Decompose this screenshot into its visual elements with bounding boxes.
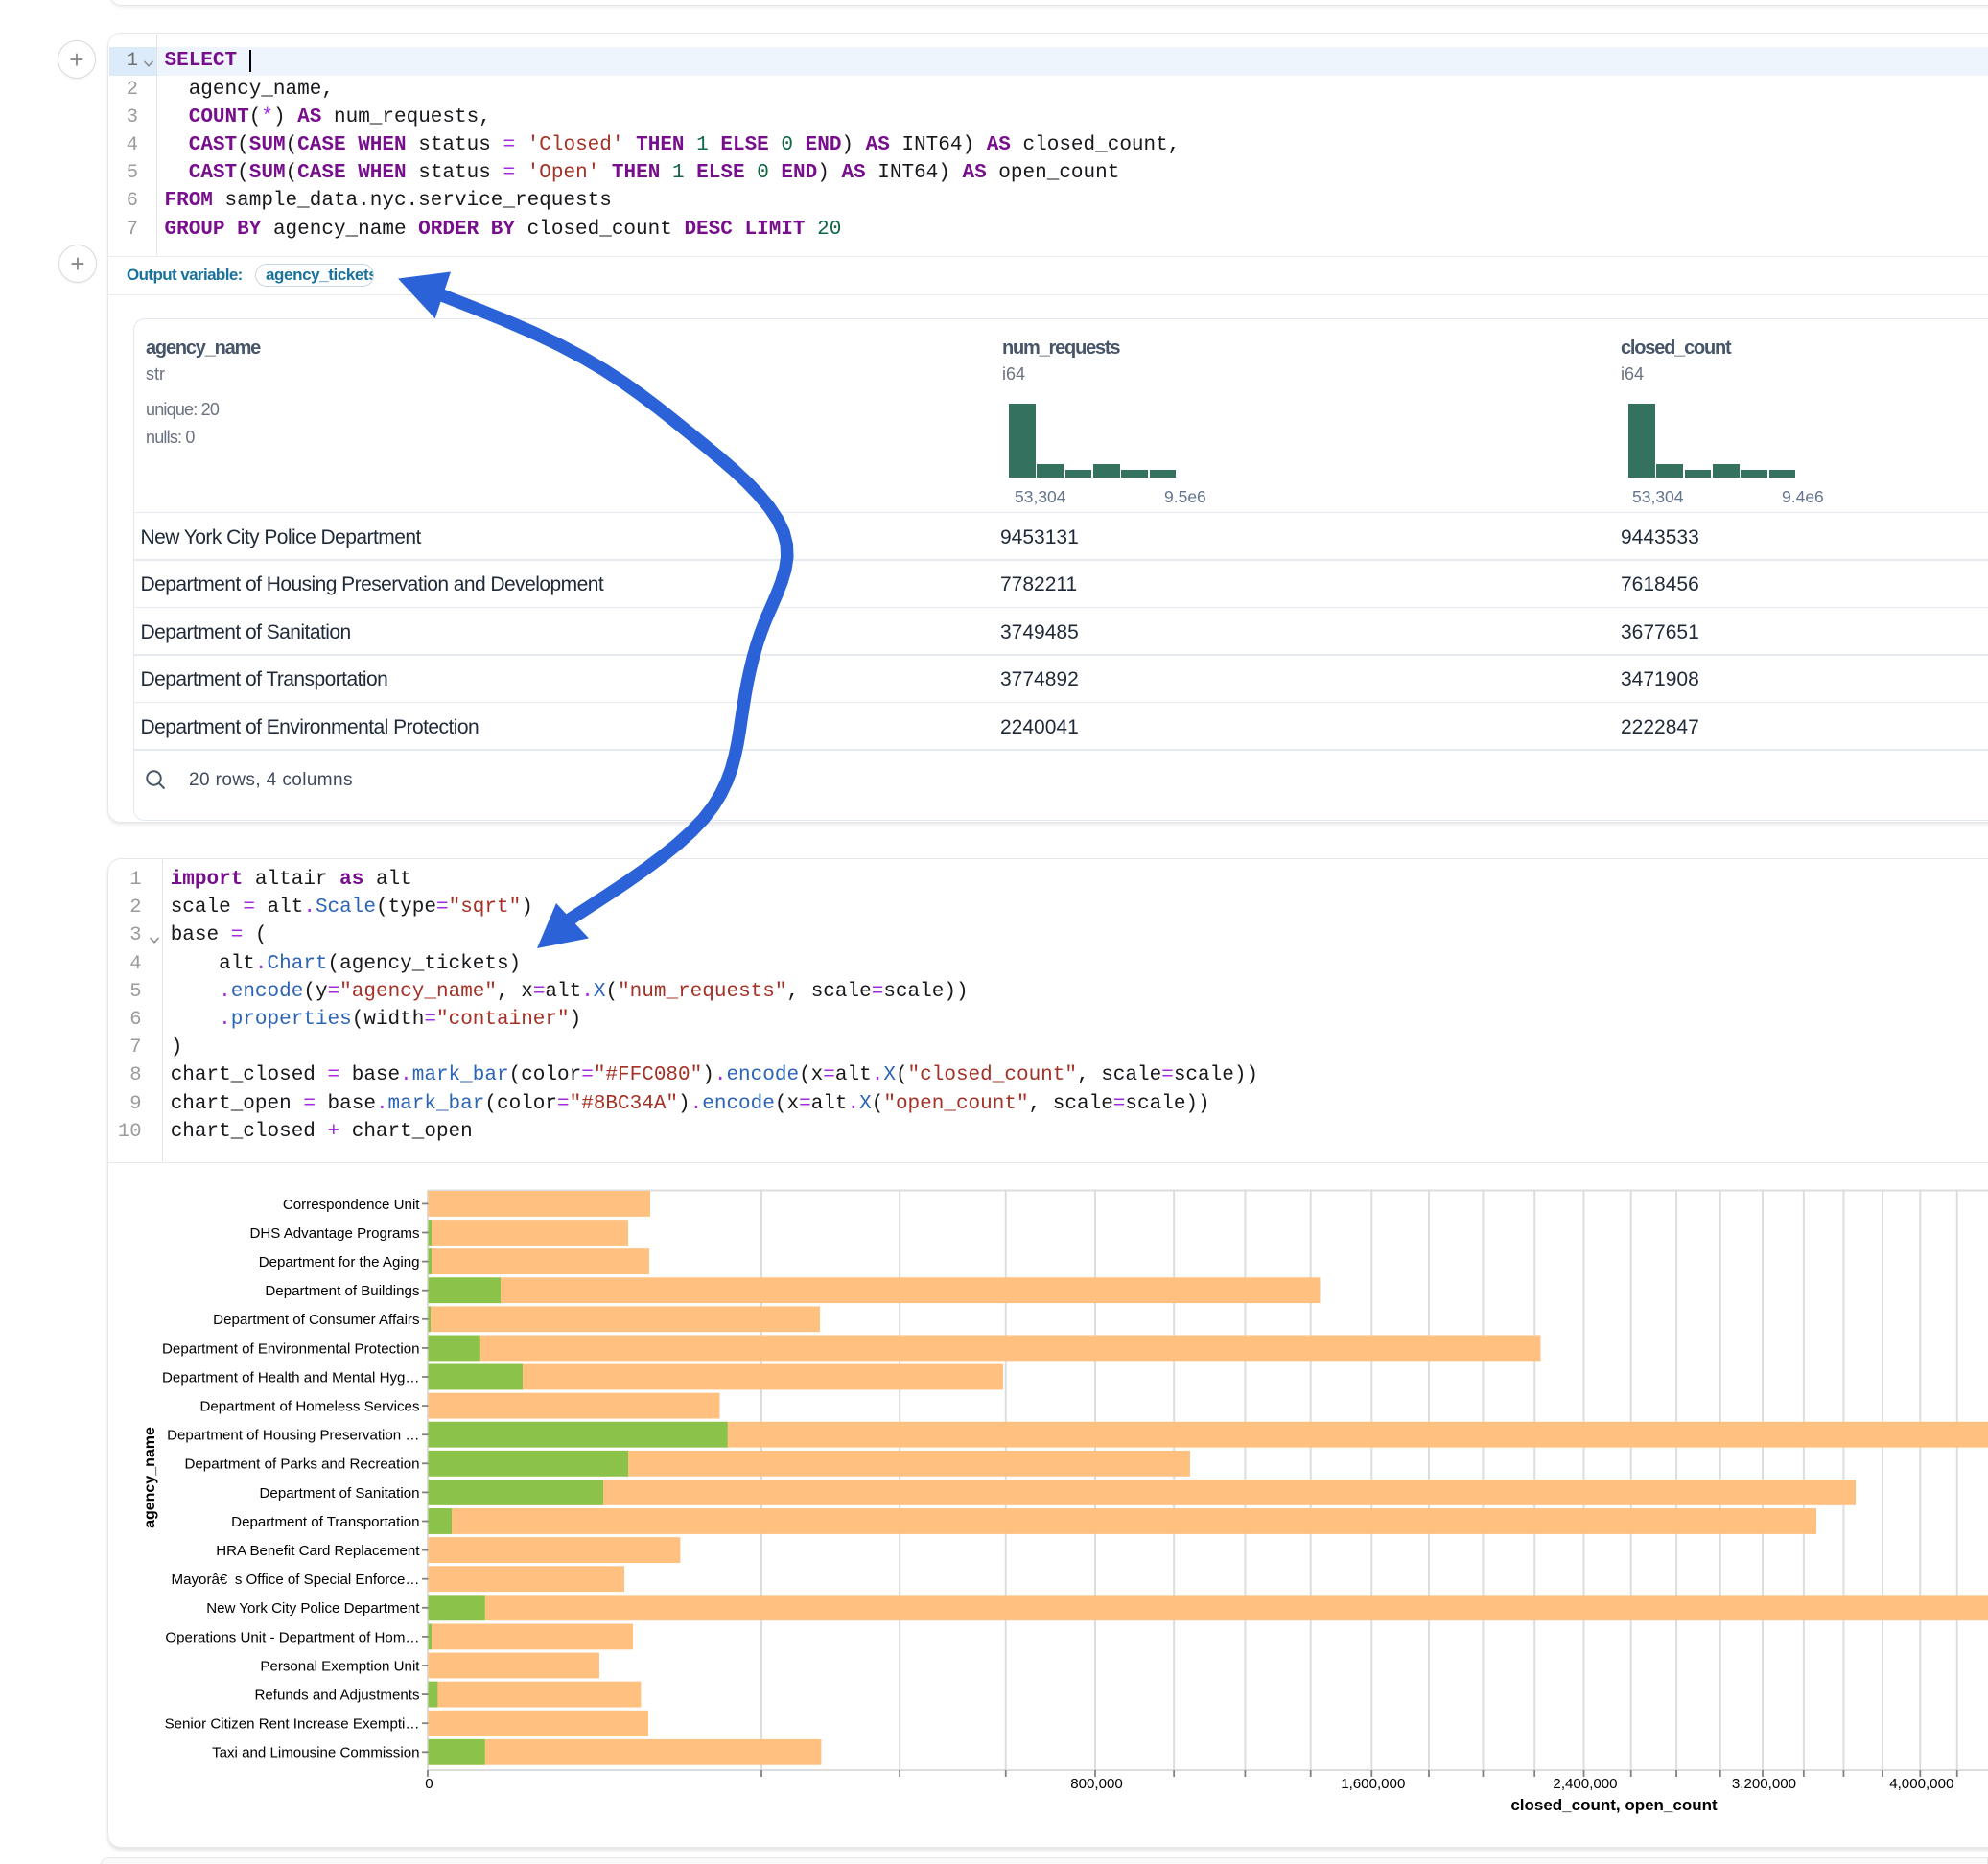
svg-text:Department of Health and Menta: Department of Health and Mental Hyg… xyxy=(162,1369,419,1386)
svg-text:3,200,000: 3,200,000 xyxy=(1732,1776,1796,1792)
svg-text:Correspondence Unit: Correspondence Unit xyxy=(283,1197,420,1213)
svg-text:Department of Environmental Pr: Department of Environmental Protection xyxy=(162,1340,419,1357)
svg-text:Department of Parks and Recrea: Department of Parks and Recreation xyxy=(185,1456,420,1473)
svg-text:0: 0 xyxy=(425,1776,433,1792)
svg-text:agency_name: agency_name xyxy=(142,1427,158,1528)
svg-text:closed_count, open_count: closed_count, open_count xyxy=(1510,1796,1718,1814)
svg-text:DHS Advantage Programs: DHS Advantage Programs xyxy=(249,1225,419,1242)
svg-text:Taxi and Limousine Commission: Taxi and Limousine Commission xyxy=(212,1745,419,1761)
svg-text:1,600,000: 1,600,000 xyxy=(1341,1776,1405,1792)
svg-text:Department of Buildings: Department of Buildings xyxy=(265,1283,419,1299)
svg-text:Department of Homeless Service: Department of Homeless Services xyxy=(199,1399,419,1415)
svg-text:4,000,000: 4,000,000 xyxy=(1889,1776,1953,1792)
svg-text:Department of Sanitation: Department of Sanitation xyxy=(260,1485,420,1502)
svg-text:Department for the Aging: Department for the Aging xyxy=(259,1254,420,1270)
svg-text:Operations Unit - Department o: Operations Unit - Department of Hom… xyxy=(165,1629,419,1645)
svg-text:Department of Transportation: Department of Transportation xyxy=(231,1514,419,1530)
svg-text:Department of Housing Preserva: Department of Housing Preservation … xyxy=(167,1428,419,1444)
svg-text:Personal Exemption Unit: Personal Exemption Unit xyxy=(260,1658,420,1674)
svg-text:Mayorâ€ s Office of Special En: Mayorâ€ s Office of Special Enforce… xyxy=(172,1572,420,1588)
svg-text:New York City Police Departmen: New York City Police Department xyxy=(206,1600,420,1617)
svg-text:HRA Benefit Card Replacement: HRA Benefit Card Replacement xyxy=(216,1543,420,1559)
svg-text:Refunds and Adjustments: Refunds and Adjustments xyxy=(254,1688,419,1704)
svg-text:800,000: 800,000 xyxy=(1070,1776,1123,1792)
svg-text:Department of Consumer Affairs: Department of Consumer Affairs xyxy=(213,1312,419,1328)
svg-text:2,400,000: 2,400,000 xyxy=(1553,1776,1617,1792)
svg-text:Senior Citizen Rent Increase E: Senior Citizen Rent Increase Exempti… xyxy=(165,1716,420,1733)
